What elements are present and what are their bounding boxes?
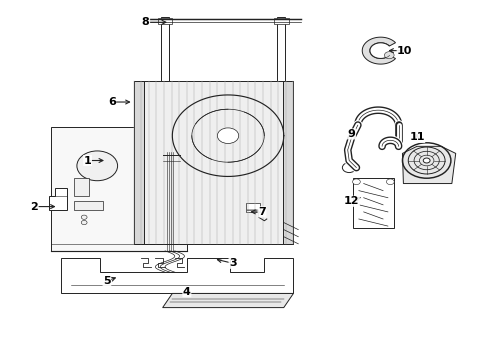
Text: 11: 11 <box>409 132 425 143</box>
Polygon shape <box>362 37 395 64</box>
Circle shape <box>385 52 394 59</box>
Bar <box>246 203 260 212</box>
Text: 4: 4 <box>183 287 191 297</box>
Text: 3: 3 <box>229 258 237 268</box>
Text: 5: 5 <box>103 276 111 286</box>
Text: 12: 12 <box>344 196 359 206</box>
Polygon shape <box>402 146 456 184</box>
Text: 8: 8 <box>142 17 149 27</box>
Circle shape <box>352 179 360 185</box>
Text: 7: 7 <box>258 207 266 217</box>
Bar <box>277 17 285 81</box>
Polygon shape <box>163 293 294 307</box>
Text: 9: 9 <box>347 129 356 139</box>
Bar <box>161 17 169 81</box>
Text: 10: 10 <box>397 46 413 56</box>
Circle shape <box>218 128 239 144</box>
Circle shape <box>77 151 118 181</box>
Text: 1: 1 <box>84 156 92 166</box>
Circle shape <box>423 158 430 163</box>
Circle shape <box>343 163 356 172</box>
Text: 6: 6 <box>108 97 116 107</box>
Polygon shape <box>51 127 187 251</box>
Polygon shape <box>61 258 294 293</box>
Bar <box>74 201 102 210</box>
Bar <box>283 81 294 244</box>
Bar <box>74 177 89 196</box>
Polygon shape <box>49 188 67 210</box>
Bar <box>134 81 294 244</box>
Circle shape <box>81 220 87 225</box>
Bar <box>274 18 289 24</box>
Circle shape <box>387 179 394 185</box>
Text: 2: 2 <box>30 202 38 212</box>
Bar <box>158 18 172 24</box>
Circle shape <box>81 215 87 219</box>
Bar <box>134 81 144 244</box>
